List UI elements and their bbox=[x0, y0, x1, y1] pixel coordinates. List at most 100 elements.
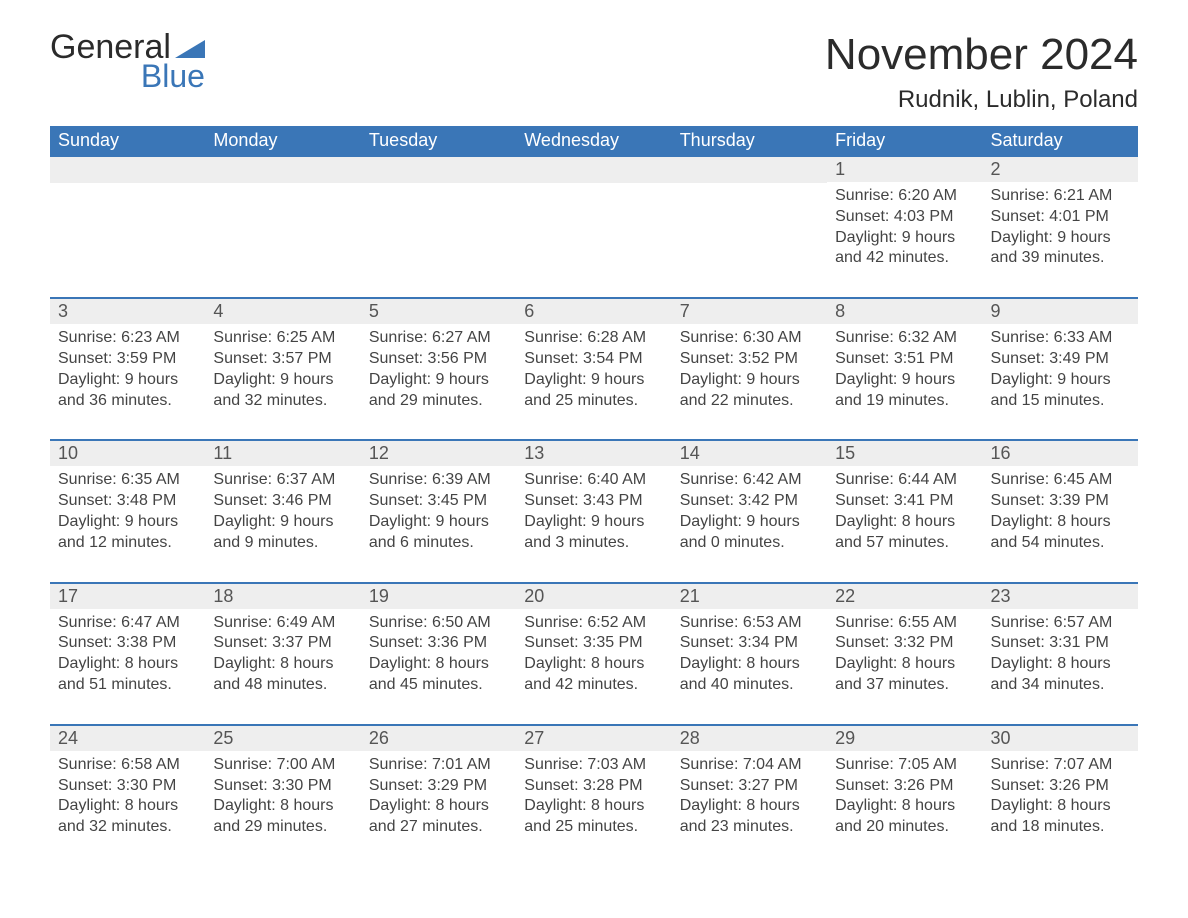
daylight-line1: Daylight: 8 hours bbox=[991, 796, 1130, 817]
day-cell: 1Sunrise: 6:20 AMSunset: 4:03 PMDaylight… bbox=[827, 156, 982, 298]
day-cell: 3Sunrise: 6:23 AMSunset: 3:59 PMDaylight… bbox=[50, 298, 205, 440]
day-cell bbox=[50, 156, 205, 298]
daylight-line2: and 23 minutes. bbox=[680, 817, 819, 838]
sunset-text: Sunset: 3:26 PM bbox=[835, 776, 974, 797]
daylight-line2: and 12 minutes. bbox=[58, 533, 197, 554]
day-number: 6 bbox=[516, 299, 671, 324]
daylight-line1: Daylight: 9 hours bbox=[524, 512, 663, 533]
day-cell: 29Sunrise: 7:05 AMSunset: 3:26 PMDayligh… bbox=[827, 725, 982, 866]
day-number: 25 bbox=[205, 726, 360, 751]
sunrise-text: Sunrise: 6:53 AM bbox=[680, 613, 819, 634]
day-body: Sunrise: 6:53 AMSunset: 3:34 PMDaylight:… bbox=[672, 609, 827, 724]
day-body: Sunrise: 6:40 AMSunset: 3:43 PMDaylight:… bbox=[516, 466, 671, 581]
daylight-line1: Daylight: 9 hours bbox=[58, 370, 197, 391]
sunrise-text: Sunrise: 6:32 AM bbox=[835, 328, 974, 349]
sunset-text: Sunset: 3:38 PM bbox=[58, 633, 197, 654]
day-number: 29 bbox=[827, 726, 982, 751]
dow-header: Friday bbox=[827, 126, 982, 156]
day-number: 2 bbox=[983, 157, 1138, 182]
sunset-text: Sunset: 3:37 PM bbox=[213, 633, 352, 654]
sunset-text: Sunset: 3:51 PM bbox=[835, 349, 974, 370]
daylight-line2: and 20 minutes. bbox=[835, 817, 974, 838]
daylight-line2: and 54 minutes. bbox=[991, 533, 1130, 554]
day-cell: 5Sunrise: 6:27 AMSunset: 3:56 PMDaylight… bbox=[361, 298, 516, 440]
week-row: 3Sunrise: 6:23 AMSunset: 3:59 PMDaylight… bbox=[50, 298, 1138, 440]
day-number: 30 bbox=[983, 726, 1138, 751]
dow-header: Monday bbox=[205, 126, 360, 156]
sunrise-text: Sunrise: 6:47 AM bbox=[58, 613, 197, 634]
daylight-line1: Daylight: 8 hours bbox=[991, 654, 1130, 675]
daylight-line2: and 25 minutes. bbox=[524, 817, 663, 838]
day-body: Sunrise: 6:25 AMSunset: 3:57 PMDaylight:… bbox=[205, 324, 360, 439]
header: General Blue November 2024 Rudnik, Lubli… bbox=[50, 30, 1138, 122]
day-cell: 12Sunrise: 6:39 AMSunset: 3:45 PMDayligh… bbox=[361, 440, 516, 582]
sunrise-text: Sunrise: 6:27 AM bbox=[369, 328, 508, 349]
day-cell: 13Sunrise: 6:40 AMSunset: 3:43 PMDayligh… bbox=[516, 440, 671, 582]
day-cell bbox=[205, 156, 360, 298]
day-number: 3 bbox=[50, 299, 205, 324]
day-cell: 8Sunrise: 6:32 AMSunset: 3:51 PMDaylight… bbox=[827, 298, 982, 440]
day-number: 16 bbox=[983, 441, 1138, 466]
sunset-text: Sunset: 3:32 PM bbox=[835, 633, 974, 654]
day-cell bbox=[361, 156, 516, 298]
daylight-line1: Daylight: 8 hours bbox=[680, 796, 819, 817]
sunrise-text: Sunrise: 6:37 AM bbox=[213, 470, 352, 491]
week-row: 10Sunrise: 6:35 AMSunset: 3:48 PMDayligh… bbox=[50, 440, 1138, 582]
sunrise-text: Sunrise: 6:57 AM bbox=[991, 613, 1130, 634]
location: Rudnik, Lublin, Poland bbox=[825, 86, 1138, 114]
day-cell: 18Sunrise: 6:49 AMSunset: 3:37 PMDayligh… bbox=[205, 583, 360, 725]
day-cell: 27Sunrise: 7:03 AMSunset: 3:28 PMDayligh… bbox=[516, 725, 671, 866]
day-cell bbox=[516, 156, 671, 298]
day-number: 23 bbox=[983, 584, 1138, 609]
daylight-line2: and 48 minutes. bbox=[213, 675, 352, 696]
sunrise-text: Sunrise: 6:39 AM bbox=[369, 470, 508, 491]
day-cell: 7Sunrise: 6:30 AMSunset: 3:52 PMDaylight… bbox=[672, 298, 827, 440]
daylight-line2: and 6 minutes. bbox=[369, 533, 508, 554]
day-cell: 17Sunrise: 6:47 AMSunset: 3:38 PMDayligh… bbox=[50, 583, 205, 725]
day-number: 20 bbox=[516, 584, 671, 609]
day-cell: 24Sunrise: 6:58 AMSunset: 3:30 PMDayligh… bbox=[50, 725, 205, 866]
day-number: 27 bbox=[516, 726, 671, 751]
day-cell: 4Sunrise: 6:25 AMSunset: 3:57 PMDaylight… bbox=[205, 298, 360, 440]
daylight-line2: and 36 minutes. bbox=[58, 391, 197, 412]
dow-header: Thursday bbox=[672, 126, 827, 156]
daylight-line1: Daylight: 9 hours bbox=[213, 370, 352, 391]
day-body: Sunrise: 6:20 AMSunset: 4:03 PMDaylight:… bbox=[827, 182, 982, 297]
empty-day-head bbox=[516, 157, 671, 183]
day-cell: 26Sunrise: 7:01 AMSunset: 3:29 PMDayligh… bbox=[361, 725, 516, 866]
sunrise-text: Sunrise: 7:01 AM bbox=[369, 755, 508, 776]
daylight-line1: Daylight: 8 hours bbox=[835, 796, 974, 817]
daylight-line2: and 3 minutes. bbox=[524, 533, 663, 554]
week-row: 24Sunrise: 6:58 AMSunset: 3:30 PMDayligh… bbox=[50, 725, 1138, 866]
day-body: Sunrise: 6:44 AMSunset: 3:41 PMDaylight:… bbox=[827, 466, 982, 581]
daylight-line2: and 40 minutes. bbox=[680, 675, 819, 696]
daylight-line1: Daylight: 8 hours bbox=[991, 512, 1130, 533]
sunrise-text: Sunrise: 6:23 AM bbox=[58, 328, 197, 349]
daylight-line2: and 18 minutes. bbox=[991, 817, 1130, 838]
sunrise-text: Sunrise: 7:04 AM bbox=[680, 755, 819, 776]
day-number: 10 bbox=[50, 441, 205, 466]
daylight-line1: Daylight: 8 hours bbox=[58, 654, 197, 675]
day-body: Sunrise: 6:50 AMSunset: 3:36 PMDaylight:… bbox=[361, 609, 516, 724]
daylight-line1: Daylight: 8 hours bbox=[369, 796, 508, 817]
daylight-line1: Daylight: 8 hours bbox=[835, 512, 974, 533]
day-body: Sunrise: 6:39 AMSunset: 3:45 PMDaylight:… bbox=[361, 466, 516, 581]
dow-row: SundayMondayTuesdayWednesdayThursdayFrid… bbox=[50, 126, 1138, 156]
sunrise-text: Sunrise: 6:25 AM bbox=[213, 328, 352, 349]
day-body: Sunrise: 6:27 AMSunset: 3:56 PMDaylight:… bbox=[361, 324, 516, 439]
sunset-text: Sunset: 3:54 PM bbox=[524, 349, 663, 370]
daylight-line1: Daylight: 8 hours bbox=[524, 654, 663, 675]
day-number: 9 bbox=[983, 299, 1138, 324]
dow-header: Tuesday bbox=[361, 126, 516, 156]
sunrise-text: Sunrise: 6:20 AM bbox=[835, 186, 974, 207]
daylight-line1: Daylight: 9 hours bbox=[369, 370, 508, 391]
day-body: Sunrise: 6:21 AMSunset: 4:01 PMDaylight:… bbox=[983, 182, 1138, 297]
month-title: November 2024 bbox=[825, 30, 1138, 80]
daylight-line2: and 29 minutes. bbox=[369, 391, 508, 412]
sunset-text: Sunset: 3:57 PM bbox=[213, 349, 352, 370]
sunset-text: Sunset: 3:36 PM bbox=[369, 633, 508, 654]
sunset-text: Sunset: 3:30 PM bbox=[213, 776, 352, 797]
daylight-line2: and 42 minutes. bbox=[524, 675, 663, 696]
daylight-line1: Daylight: 9 hours bbox=[680, 370, 819, 391]
sunset-text: Sunset: 4:01 PM bbox=[991, 207, 1130, 228]
